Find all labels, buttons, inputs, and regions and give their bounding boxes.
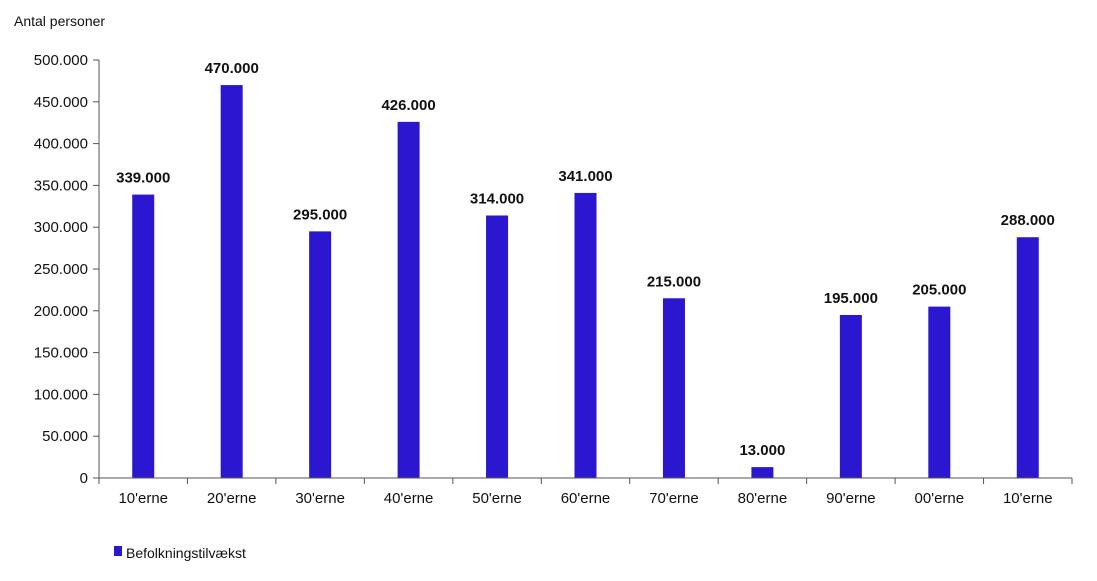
bar xyxy=(751,467,774,478)
data-label: 314.000 xyxy=(470,190,524,207)
x-tick-label: 70'erne xyxy=(649,490,699,507)
x-tick-label: 30'erne xyxy=(295,490,345,507)
bar xyxy=(132,194,155,478)
x-tick-label: 20'erne xyxy=(207,490,257,507)
data-label: 341.000 xyxy=(558,168,612,185)
x-tick-label: 90'erne xyxy=(826,490,876,507)
x-tick-label: 50'erne xyxy=(472,490,522,507)
data-label: 339.000 xyxy=(116,170,170,187)
bar xyxy=(397,121,420,478)
bar xyxy=(928,306,951,478)
x-tick-label: 40'erne xyxy=(384,490,434,507)
y-tick-label: 100.000 xyxy=(34,386,88,403)
data-label: 195.000 xyxy=(824,290,878,307)
y-tick-label: 400.000 xyxy=(34,136,88,153)
data-label: 288.000 xyxy=(1001,212,1055,229)
y-tick-label: 250.000 xyxy=(34,261,88,278)
data-label: 470.000 xyxy=(205,60,259,77)
y-tick-label: 50.000 xyxy=(42,428,88,445)
y-axis: 0 50.000 100.000 150.000 200.000 250.000 300.0… xyxy=(34,52,100,487)
y-tick-label: 0 xyxy=(80,470,88,487)
data-label: 215.000 xyxy=(647,273,701,290)
x-tick-label: 80'erne xyxy=(738,490,788,507)
y-tick-label: 500.000 xyxy=(34,52,88,69)
bar xyxy=(309,231,332,478)
legend-swatch xyxy=(114,546,122,556)
data-label: 205.000 xyxy=(912,282,966,299)
y-tick-label: 300.000 xyxy=(34,219,88,236)
x-axis: 10'erne 20'erne 30'erne 40'erne 50'erne 60'er… xyxy=(98,477,1073,507)
bar xyxy=(220,85,243,478)
y-tick-label: 200.000 xyxy=(34,303,88,320)
data-label: 295.000 xyxy=(293,206,347,223)
x-tick-label: 10'erne xyxy=(1003,490,1053,507)
legend: Befolkningstilvækst xyxy=(114,545,246,561)
y-tick-label: 350.000 xyxy=(34,177,88,194)
bar xyxy=(662,298,685,478)
x-tick-label: 00'erne xyxy=(915,490,965,507)
bar xyxy=(839,314,862,478)
bar xyxy=(574,192,597,478)
bar xyxy=(486,215,509,478)
data-label: 13.000 xyxy=(739,442,785,459)
y-tick-label: 450.000 xyxy=(34,94,88,111)
y-tick-label: 150.000 xyxy=(34,345,88,362)
bar xyxy=(1016,237,1039,478)
legend-label: Befolkningstilvækst xyxy=(126,545,246,561)
x-tick-label: 60'erne xyxy=(561,490,611,507)
y-axis-title: Antal personer xyxy=(14,13,105,29)
x-tick-label: 10'erne xyxy=(118,490,168,507)
bars: 339.000 470.000 295.000 426.000 314.000 341.0… xyxy=(116,60,1055,478)
data-label: 426.000 xyxy=(381,97,435,114)
